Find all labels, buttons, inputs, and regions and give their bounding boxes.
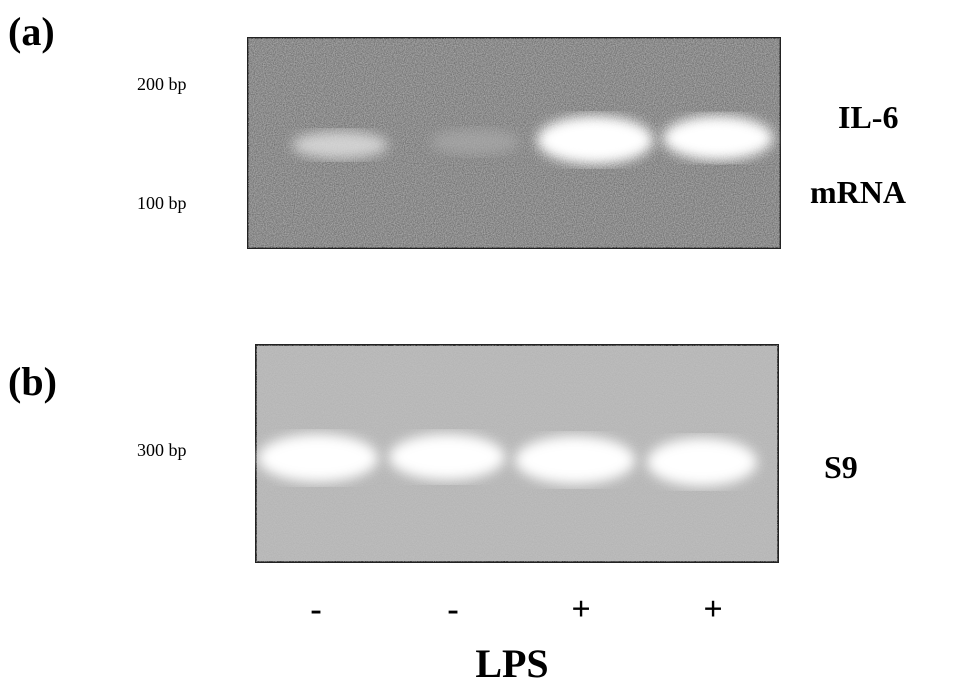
lane-label: -	[447, 591, 458, 628]
lane-label: +	[571, 591, 590, 628]
gene-label: mRNA	[810, 174, 906, 210]
lane-label: +	[703, 591, 722, 628]
gel-a	[248, 38, 780, 248]
panel-label: (a)	[8, 9, 55, 54]
axis-label: LPS	[475, 641, 548, 683]
gene-label: IL-6	[838, 99, 898, 135]
gel-b	[256, 345, 778, 562]
size-marker: 100 bp	[137, 193, 187, 213]
size-marker: 200 bp	[137, 74, 187, 94]
figure: (a) 200 bp 100 bp IL-6 mRNA (b) 300 bp S…	[0, 0, 953, 683]
panel-label: (b)	[8, 359, 57, 404]
gene-label: S9	[824, 449, 858, 485]
lane-label: -	[310, 591, 321, 628]
size-marker: 300 bp	[137, 440, 187, 460]
